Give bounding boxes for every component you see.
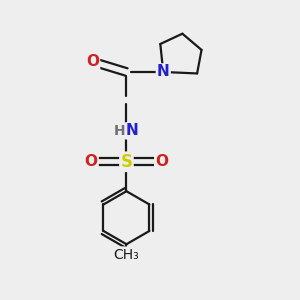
Text: N: N xyxy=(157,64,169,80)
Text: H: H xyxy=(113,124,125,138)
Text: O: O xyxy=(85,154,98,169)
Text: O: O xyxy=(86,54,99,69)
Text: N: N xyxy=(126,123,139,138)
Text: O: O xyxy=(155,154,168,169)
Text: S: S xyxy=(120,153,132,171)
Text: CH₃: CH₃ xyxy=(114,248,139,262)
